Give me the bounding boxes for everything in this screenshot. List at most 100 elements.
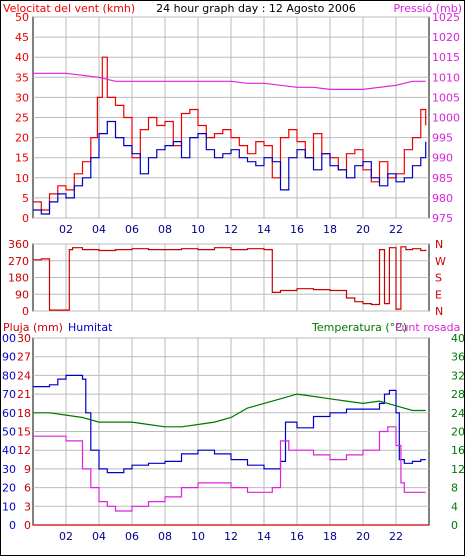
pressure-y-tick-label: 975 <box>432 212 453 225</box>
temperature-series <box>33 393 426 428</box>
direction-y-tick-label: 90 <box>15 288 29 301</box>
humidity-y-tick-label: 80 <box>2 369 16 382</box>
humidity-y-tick-label: 30 <box>2 463 16 476</box>
temperature-y-tick-label: 36 <box>451 351 465 364</box>
direction-y-tick-label: 360 <box>8 238 29 251</box>
x-tick-label: 20 <box>356 223 370 236</box>
dewpoint-series <box>33 426 426 512</box>
x-tick-label: 22 <box>389 530 403 543</box>
rain-y-tick-label: 12 <box>17 444 31 457</box>
x-tick-label: 04 <box>92 530 106 543</box>
gust-series <box>33 120 427 215</box>
humidity-y-tick-label: 90 <box>2 351 16 364</box>
wind-y-tick-label: 5 <box>22 192 29 205</box>
rain-y-tick-label: 21 <box>17 388 31 401</box>
rain-y-tick-label: 18 <box>17 407 31 420</box>
wind-y-tick-label: 40 <box>15 51 29 64</box>
direction-series <box>33 246 427 311</box>
compass-tick-label: S <box>435 272 442 285</box>
x-tick-label: 02 <box>59 530 73 543</box>
x-tick-label: 16 <box>290 530 304 543</box>
rain-y-tick-label: 0 <box>24 519 31 532</box>
pressure-y-tick-label: 985 <box>432 172 453 185</box>
pressure-series <box>33 72 426 90</box>
rain-y-tick-label: 27 <box>17 351 31 364</box>
x-tick-label: 10 <box>191 530 205 543</box>
pressure-y-tick-label: 1015 <box>432 51 460 64</box>
rain-axis-label: Pluja (mm) <box>3 321 63 334</box>
x-tick-label: 06 <box>125 223 139 236</box>
humidity-y-tick-label: 10 <box>2 500 16 513</box>
compass-tick-label: W <box>435 255 446 268</box>
rain-y-tick-label: 24 <box>17 369 31 382</box>
wind-y-tick-label: 50 <box>15 11 29 24</box>
x-tick-label: 12 <box>224 223 238 236</box>
pressure-y-tick-label: 1000 <box>432 112 460 125</box>
temperature-y-tick-label: 12 <box>451 463 465 476</box>
x-tick-label: 16 <box>290 223 304 236</box>
wind-y-tick-label: 10 <box>15 172 29 185</box>
humidity-series <box>33 374 426 474</box>
x-tick-label: 02 <box>59 223 73 236</box>
temperature-y-tick-label: 4 <box>451 500 458 513</box>
x-tick-label: 14 <box>257 223 271 236</box>
wind-y-tick-label: 45 <box>15 31 29 44</box>
x-tick-label: 10 <box>191 223 205 236</box>
wind-series <box>33 56 427 211</box>
humidity-y-tick-label: 0 <box>9 519 16 532</box>
rain-y-tick-label: 9 <box>24 463 31 476</box>
x-tick-label: 22 <box>389 223 403 236</box>
pressure-y-tick-label: 1025 <box>432 11 460 24</box>
temperature-y-tick-label: 24 <box>451 407 465 420</box>
rain-y-tick-label: 6 <box>24 482 31 495</box>
direction-y-tick-label: 180 <box>8 272 29 285</box>
temperature-y-tick-label: 28 <box>451 388 465 401</box>
x-tick-label: 20 <box>356 530 370 543</box>
pressure-y-tick-label: 1020 <box>432 31 460 44</box>
pressure-y-tick-label: 1010 <box>432 71 460 84</box>
rain-y-tick-label: 15 <box>17 426 31 439</box>
pressure-y-tick-label: 1005 <box>432 91 460 104</box>
temperature-y-tick-label: 16 <box>451 444 465 457</box>
pressure-y-tick-label: 980 <box>432 192 453 205</box>
wind-y-tick-label: 15 <box>15 152 29 165</box>
wind-y-tick-label: 30 <box>15 91 29 104</box>
wind-y-tick-label: 25 <box>15 112 29 125</box>
humidity-y-tick-label: 20 <box>2 482 16 495</box>
x-tick-label: 04 <box>92 223 106 236</box>
humidity-y-tick-label: 40 <box>2 444 16 457</box>
wind-y-tick-label: 0 <box>22 212 29 225</box>
x-tick-label: 18 <box>323 530 337 543</box>
temperature-y-tick-label: 20 <box>451 426 465 439</box>
x-tick-label: 06 <box>125 530 139 543</box>
humidity-y-tick-label: 70 <box>2 388 16 401</box>
rain-y-tick-label: 30 <box>17 332 31 345</box>
pressure-y-tick-label: 995 <box>432 132 453 145</box>
compass-tick-label: N <box>435 305 443 318</box>
x-tick-label: 08 <box>158 530 172 543</box>
humidity-y-tick-label: 60 <box>2 407 16 420</box>
x-tick-label: 08 <box>158 223 172 236</box>
dewpoint-axis-label: Punt rosada <box>395 321 460 334</box>
temperature-y-tick-label: 0 <box>451 519 458 532</box>
wind-axis-label: Velocitat del vent (kmh) <box>3 2 135 15</box>
pressure-y-tick-label: 990 <box>432 152 453 165</box>
x-tick-label: 12 <box>224 530 238 543</box>
compass-tick-label: E <box>435 288 442 301</box>
pressure-axis-label: Pressió (mb) <box>393 2 462 15</box>
x-tick-label: 14 <box>257 530 271 543</box>
wind-y-tick-label: 20 <box>15 132 29 145</box>
chart-title: 24 hour graph day : 12 Agosto 2006 <box>156 2 356 15</box>
x-tick-label: 18 <box>323 223 337 236</box>
humidity-y-tick-label: 100 <box>0 332 16 345</box>
temperature-y-tick-label: 40 <box>451 332 465 345</box>
temperature-axis-label: Temperatura (°C) <box>311 321 407 334</box>
direction-y-tick-label: 0 <box>22 305 29 318</box>
temperature-y-tick-label: 8 <box>451 482 458 495</box>
rain-y-tick-label: 3 <box>24 500 31 513</box>
wind-y-tick-label: 35 <box>15 71 29 84</box>
compass-tick-label: N <box>435 238 443 251</box>
direction-y-tick-label: 270 <box>8 255 29 268</box>
